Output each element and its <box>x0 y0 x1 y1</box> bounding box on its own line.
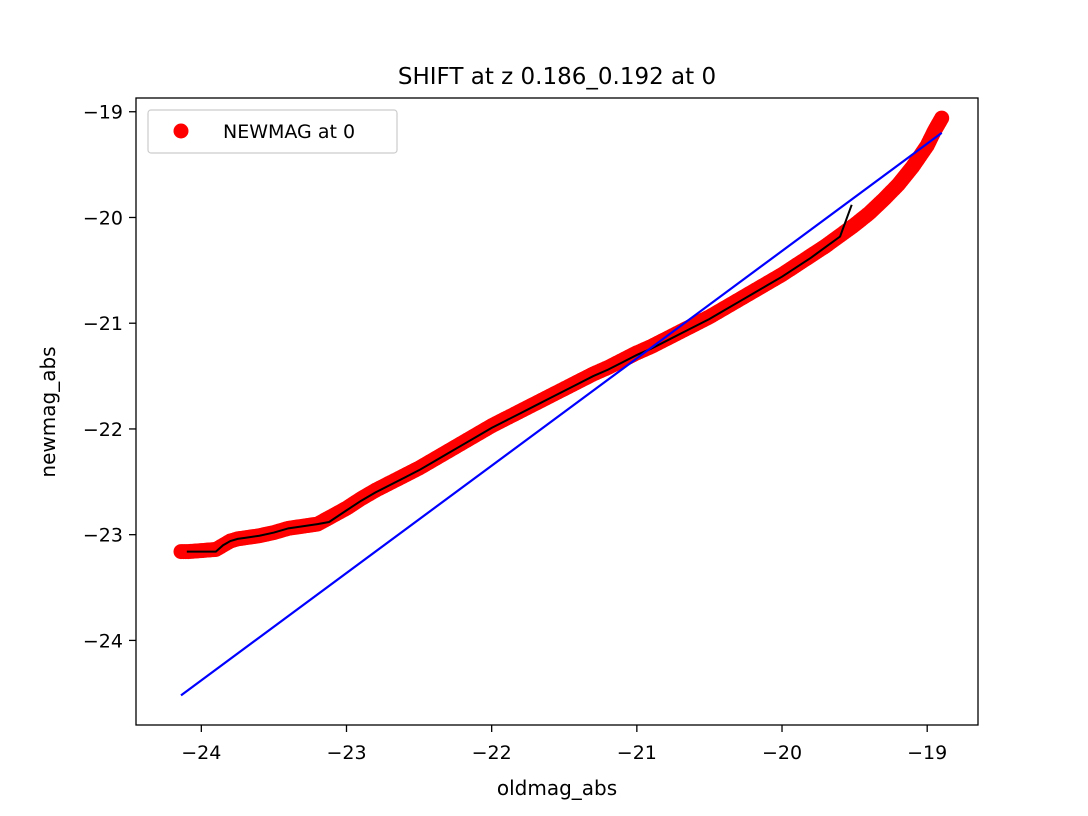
fit-line <box>186 204 853 553</box>
legend-marker-scatter <box>173 123 189 139</box>
plot-frame <box>135 97 979 726</box>
x-tick-label: −24 <box>181 742 221 764</box>
x-axis-label: oldmag_abs <box>497 776 617 800</box>
x-tick-label: −23 <box>326 742 366 764</box>
y-axis-label: newmag_abs <box>36 346 60 477</box>
y-tick-label: −22 <box>83 419 123 441</box>
legend-entry-label: NEWMAG at 0 <box>223 121 355 143</box>
x-tick-label: −21 <box>617 742 657 764</box>
legend-box <box>147 109 398 154</box>
y-axis: −19 −20 −21 −22 −23 −24 <box>83 102 136 652</box>
y-tick-label: −19 <box>83 102 123 124</box>
x-tick-label: −19 <box>907 742 947 764</box>
y-tick-label: −23 <box>83 525 123 547</box>
plot-area <box>173 110 950 697</box>
y-tick-label: −24 <box>83 630 123 652</box>
scatter-point <box>934 110 950 126</box>
y-tick-label: −21 <box>83 313 123 335</box>
reference-line <box>180 132 943 697</box>
x-tick-label: −20 <box>762 742 802 764</box>
x-axis: −24 −23 −22 −21 −20 −19 <box>181 725 947 764</box>
x-tick-label: −22 <box>472 742 512 764</box>
legend: NEWMAG at 0 <box>147 109 398 154</box>
y-tick-label: −20 <box>83 207 123 229</box>
chart-title: SHIFT at z 0.186_0.192 at 0 <box>398 64 716 90</box>
